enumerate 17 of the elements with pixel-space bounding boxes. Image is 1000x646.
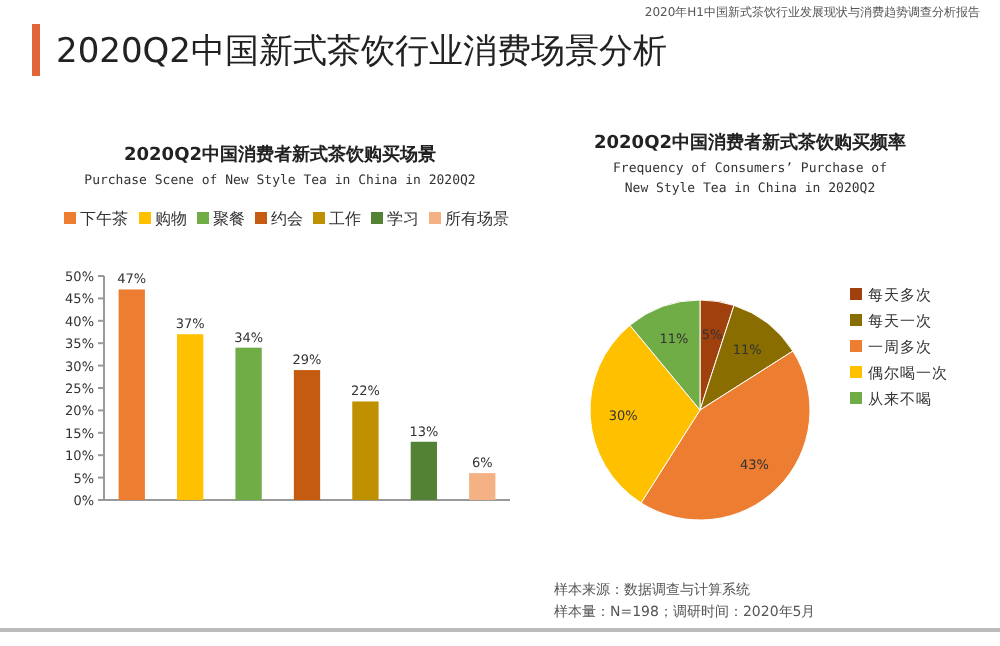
- legend-label: 约会: [271, 210, 303, 228]
- legend-label: 下午茶: [80, 210, 128, 228]
- legend-label: 工作: [329, 210, 361, 228]
- bar: [352, 401, 379, 500]
- text: 2020Q2中国新式茶饮行业消费场景分析: [56, 32, 667, 72]
- bar: [118, 289, 145, 500]
- chart-title: 2020Q2中国消费者新式茶饮购买频率: [594, 132, 906, 154]
- legend-label: 聚餐: [213, 210, 245, 228]
- legend-label: 学习: [387, 210, 419, 228]
- bar: [177, 334, 204, 500]
- legend-label: 所有场景: [445, 210, 509, 228]
- chart-title: 2020Q2中国消费者新式茶饮购买场景: [124, 144, 436, 166]
- bar: [235, 347, 262, 500]
- bar: [293, 370, 321, 500]
- legend-label: 购物: [155, 210, 187, 228]
- bar: [469, 473, 496, 500]
- bar: [410, 441, 437, 500]
